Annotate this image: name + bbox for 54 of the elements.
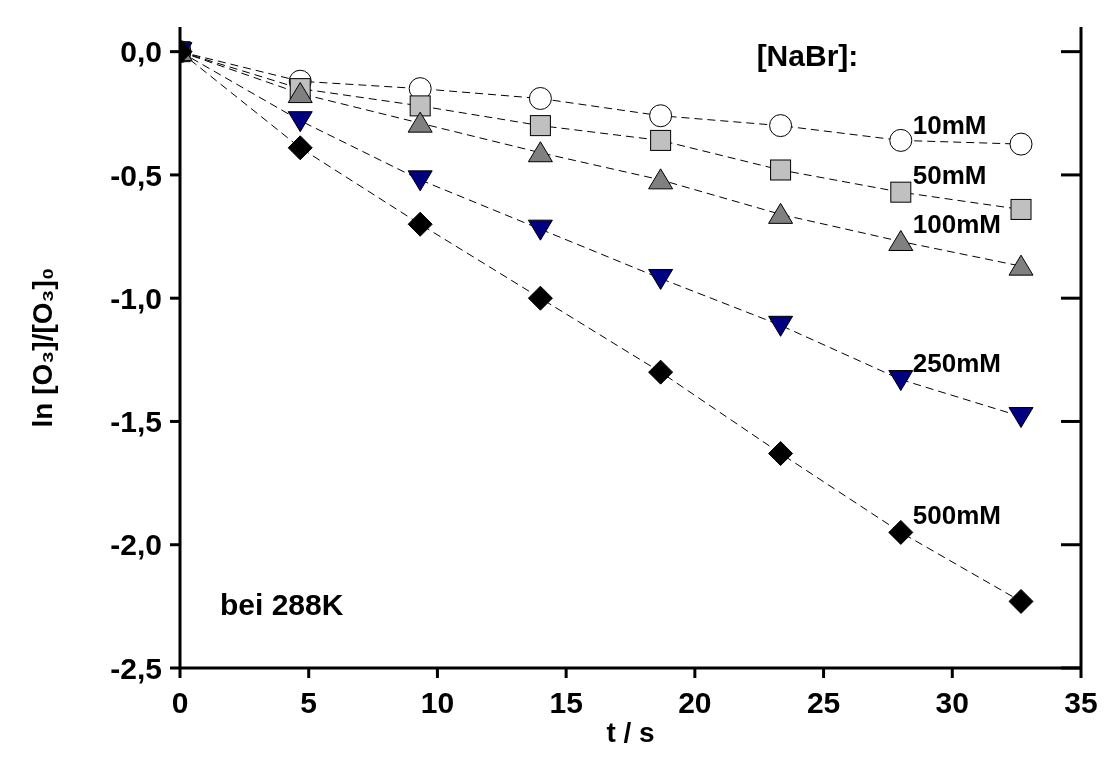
point xyxy=(287,111,313,133)
annotation: bei 288K xyxy=(220,588,344,622)
x-tick-label: 0 xyxy=(171,686,189,720)
x-tick-label: 35 xyxy=(1064,686,1098,720)
point xyxy=(888,370,914,392)
y-tick-label: 0,0 xyxy=(120,35,162,69)
y-tick-label: -1,0 xyxy=(110,281,162,315)
x-axis-title: t / s xyxy=(606,716,655,748)
point xyxy=(1010,198,1032,220)
point xyxy=(888,229,914,251)
point xyxy=(650,129,672,151)
point xyxy=(769,114,793,138)
point xyxy=(407,211,433,237)
x-tick-label: 30 xyxy=(935,686,969,720)
y-tick-label: -0,5 xyxy=(110,158,162,192)
series-label: 10mM xyxy=(912,110,987,141)
x-tick-label: 15 xyxy=(549,686,583,720)
point xyxy=(1008,588,1034,614)
point xyxy=(1008,254,1034,276)
point xyxy=(890,181,912,203)
point xyxy=(1008,407,1034,429)
point xyxy=(648,168,674,190)
point xyxy=(888,519,914,545)
point xyxy=(528,87,552,110)
point xyxy=(1009,132,1033,156)
point xyxy=(768,315,794,337)
x-tick-label: 25 xyxy=(806,686,841,720)
annotation: [NaBr]: xyxy=(756,39,859,73)
point xyxy=(407,111,433,133)
point xyxy=(649,104,673,128)
y-tick-label: -2,0 xyxy=(110,528,162,562)
y-tick-label: -2,5 xyxy=(110,651,162,685)
x-tick-label: 5 xyxy=(300,686,318,720)
x-tick-label: 10 xyxy=(420,686,455,720)
point xyxy=(527,285,553,311)
point xyxy=(527,141,553,163)
series-label: 100mM xyxy=(912,209,1001,240)
point xyxy=(768,441,794,467)
point xyxy=(529,115,551,137)
series-label: 250mM xyxy=(912,347,1001,378)
point xyxy=(648,268,674,290)
y-tick-label: -1,5 xyxy=(110,405,162,439)
x-tick-label: 20 xyxy=(678,686,712,720)
point xyxy=(770,159,792,181)
point xyxy=(287,135,313,161)
point xyxy=(648,359,674,385)
series-label: 500mM xyxy=(912,500,1001,531)
point xyxy=(407,170,433,192)
point xyxy=(409,95,431,117)
point xyxy=(527,219,553,241)
series-label: 50mM xyxy=(912,160,987,191)
point xyxy=(889,128,913,152)
y-axis-title: ln [O₃]/[O₃]₀ xyxy=(27,267,58,428)
point xyxy=(768,202,794,224)
